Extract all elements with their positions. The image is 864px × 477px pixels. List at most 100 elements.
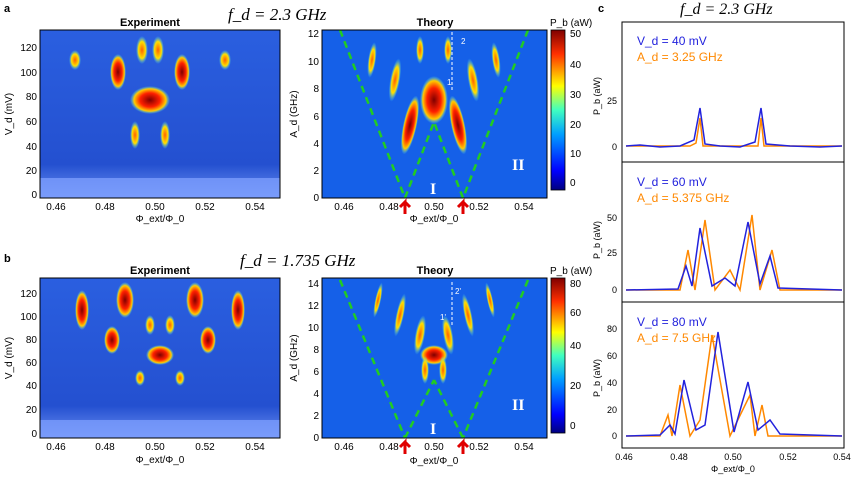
- cbar-tick: 40: [570, 341, 582, 352]
- vd-label-2: V_d = 60 mV: [637, 175, 707, 189]
- xtick: 0.52: [469, 442, 489, 453]
- xtick: 0.46: [334, 202, 354, 213]
- dashed-boundary: [432, 121, 465, 199]
- ytick: 8: [313, 84, 319, 95]
- experiment-heatmap-a: Experiment 0 20 40 60 80 100 120: [4, 17, 281, 225]
- dashed-boundary: [403, 379, 436, 439]
- ytick: 0: [313, 193, 319, 204]
- ytick: 10: [308, 323, 320, 334]
- ad-label-2: A_d = 5.375 GHz: [637, 191, 729, 205]
- experiment-xlabel-b: Φ_ext/Φ_0: [136, 455, 185, 466]
- dashed-boundary: [338, 29, 407, 199]
- xtick: 0.48: [95, 202, 115, 213]
- linecut-subplot-3: V_d = 80 mV A_d = 7.5 GHz 0 20 40 60 80 …: [592, 301, 845, 449]
- xtick: 0.52: [779, 452, 797, 462]
- cbar-tick: 10: [570, 149, 582, 160]
- experiment-xticks-a: 0.46 0.48 0.50 0.52 0.54: [46, 202, 265, 213]
- dashed-boundary: [461, 279, 530, 439]
- experiment-xlabel-a: Φ_ext/Φ_0: [136, 214, 185, 225]
- ytick: 60: [26, 358, 38, 369]
- row-b-freq-label: f_d = 1.735 GHz: [240, 251, 356, 270]
- dashed-boundary: [403, 121, 436, 199]
- ad-label-1: A_d = 3.25 GHz: [637, 50, 723, 64]
- ytick: 0: [31, 190, 37, 201]
- ytick: 40: [26, 381, 38, 392]
- cbar-tick: 30: [570, 90, 582, 101]
- colorbar-a: P_b (aW) 0 10 20 30 40 50: [550, 18, 592, 191]
- marker-2: 2: [461, 37, 466, 46]
- marker-1p: 1': [440, 313, 446, 322]
- experiment-title-a: Experiment: [120, 17, 180, 29]
- ytick: 12: [308, 29, 320, 40]
- experiment-ylabel-a: V_d (mV): [4, 93, 15, 135]
- xtick: 0.48: [379, 442, 399, 453]
- experiment-trace: [625, 107, 843, 148]
- theory-title-b: Theory: [417, 265, 455, 277]
- panel-letter-a: a: [4, 3, 11, 15]
- region-II: II: [512, 157, 524, 174]
- ytick: 120: [20, 289, 37, 300]
- ytick: 0: [612, 142, 617, 152]
- ytick: 40: [607, 378, 617, 388]
- ad-label-3: A_d = 7.5 GHz: [637, 331, 716, 345]
- red-arrow-left: [398, 198, 412, 214]
- xtick: 0.54: [514, 442, 534, 453]
- c-xticks: 0.46 0.48 0.50 0.52 0.54: [615, 452, 851, 462]
- xtick: 0.46: [46, 442, 66, 453]
- xtick: 0.50: [145, 442, 165, 453]
- xtick: 0.50: [724, 452, 742, 462]
- red-arrow-right: [456, 198, 470, 214]
- ytick: 80: [26, 335, 38, 346]
- ytick: 25: [607, 96, 617, 106]
- xtick: 0.54: [245, 442, 265, 453]
- red-arrow-left: [398, 438, 412, 454]
- ytick: 100: [20, 312, 37, 323]
- ytick: 0: [612, 285, 617, 295]
- cbar-tick: 60: [570, 308, 582, 319]
- ytick: 4: [313, 139, 319, 150]
- cbar-tick: 50: [570, 29, 582, 40]
- experiment-trace: [625, 331, 843, 437]
- c-ylabel-3: P_b (aW): [592, 359, 602, 397]
- ytick: 60: [607, 351, 617, 361]
- c-xlabel: Φ_ext/Φ_0: [711, 464, 755, 474]
- xtick: 0.52: [469, 202, 489, 213]
- theory-ylabel-b: A_d (GHz): [289, 334, 300, 381]
- experiment-trace: [625, 221, 843, 291]
- ytick: 6: [313, 112, 319, 123]
- ytick: 10: [308, 57, 320, 68]
- cbar-tick: 20: [570, 120, 582, 131]
- xtick: 0.54: [245, 202, 265, 213]
- ytick: 50: [607, 213, 617, 223]
- xtick: 0.52: [195, 442, 215, 453]
- theory-heatmap-a: Theory 1 2 I II 0 2: [289, 17, 548, 225]
- panel-c-freq-label: f_d = 2.3 GHz: [680, 1, 773, 18]
- colorbar-label-a: P_b (aW): [550, 18, 592, 29]
- ytick: 60: [26, 117, 38, 128]
- ytick: 0: [313, 433, 319, 444]
- xtick: 0.48: [95, 442, 115, 453]
- ytick: 20: [26, 405, 38, 416]
- ytick: 100: [20, 68, 37, 79]
- region-I: I: [430, 181, 436, 198]
- panel-c: c f_d = 2.3 GHz V_d = 40 mV A_d = 3.25 G…: [592, 1, 851, 474]
- vd-label-1: V_d = 40 mV: [637, 34, 707, 48]
- region-II: II: [512, 397, 524, 414]
- marker-2p: 2': [455, 287, 461, 296]
- ytick: 25: [607, 248, 617, 258]
- panel-letter-c: c: [598, 3, 604, 15]
- c-ylabel-1: P_b (aW): [592, 77, 602, 115]
- cbar-tick: 40: [570, 60, 582, 71]
- ytick: 80: [607, 324, 617, 334]
- ytick: 12: [308, 301, 320, 312]
- colorbar-b: P_b (aW) 0 20 40 60 80: [550, 266, 592, 434]
- theory-xlabel-b: Φ_ext/Φ_0: [410, 456, 459, 467]
- cbar-tick: 80: [570, 279, 582, 290]
- xtick: 0.46: [334, 442, 354, 453]
- theory-trace: [626, 334, 842, 439]
- theory-ylabel-a: A_d (GHz): [289, 90, 300, 137]
- theory-title-a: Theory: [417, 17, 455, 29]
- ytick: 2: [313, 411, 319, 422]
- region-I: I: [430, 421, 436, 438]
- experiment-ylabel-b: V_d (mV): [4, 337, 15, 379]
